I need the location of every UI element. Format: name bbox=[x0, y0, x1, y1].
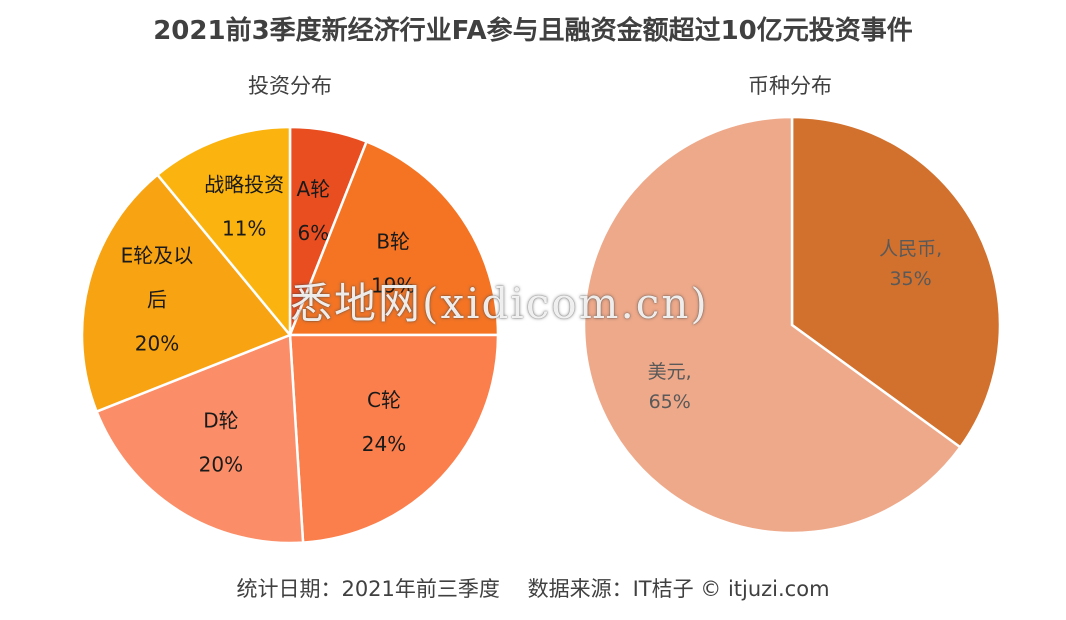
investment-slice-value-0: 6% bbox=[298, 221, 330, 245]
pie-slice-investment-2 bbox=[288, 333, 500, 544]
currency-slice-value-1: 65% bbox=[649, 391, 691, 413]
pie-slice-investment-1 bbox=[288, 139, 500, 337]
investment-slice-label-4: 后 bbox=[147, 287, 167, 311]
currency-slice-value-0: 35% bbox=[889, 268, 931, 290]
currency-slice-label-1: 美元, bbox=[648, 361, 692, 383]
investment-slice-label-5: 战略投资 bbox=[204, 172, 284, 196]
pie-slice-investment-4 bbox=[80, 172, 293, 414]
pie-slice-currency-1 bbox=[582, 115, 963, 535]
pie-slice-investment-5 bbox=[155, 125, 292, 339]
investment-slice-label-2: C轮 bbox=[367, 388, 401, 412]
investment-slice-value-4: 20% bbox=[135, 331, 179, 355]
currency-slice-label-0: 人民币, bbox=[879, 238, 942, 260]
investment-distribution-subtitle: 投资分布 bbox=[248, 74, 332, 98]
pie-slice-investment-3 bbox=[94, 333, 305, 545]
investment-slice-value-5: 11% bbox=[222, 216, 266, 240]
investment-slice-value-3: 20% bbox=[199, 452, 243, 476]
investment-slice-label-0: A轮 bbox=[297, 177, 331, 201]
footer-source-note: 统计日期：2021年前三季度 数据来源：IT桔子 © itjuzi.com bbox=[236, 577, 830, 601]
currency-distribution-subtitle: 币种分布 bbox=[748, 74, 832, 98]
chart-title: 2021前3季度新经济行业FA参与且融资金额超过10亿元投资事件 bbox=[153, 16, 913, 46]
investment-slice-label-4: E轮及以 bbox=[121, 243, 194, 267]
investment-slice-label-1: B轮 bbox=[376, 229, 410, 253]
currency-distribution-pie: 人民币, 35% 美元, 65% bbox=[582, 115, 1002, 535]
pie-slice-currency-0 bbox=[790, 115, 1002, 450]
investment-slice-label-3: D轮 bbox=[203, 408, 238, 432]
investment-slice-value-1: 19% bbox=[371, 273, 415, 297]
investment-slice-value-2: 24% bbox=[362, 432, 406, 456]
